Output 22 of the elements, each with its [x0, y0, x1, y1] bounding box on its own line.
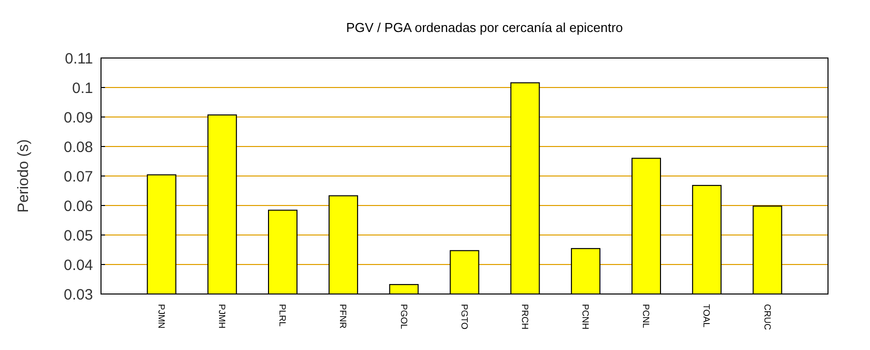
x-tick-label: PCNL — [641, 304, 652, 328]
x-tick-label: PGOL — [398, 304, 409, 330]
y-tick-label: 0.09 — [64, 109, 93, 126]
x-tick-label: PJMN — [156, 304, 166, 328]
x-tick-label: PFNR — [338, 304, 348, 329]
y-tick-label: 0.03 — [64, 286, 93, 304]
x-tick-label: PJMH — [217, 304, 228, 328]
y-tick-label: 0.1 — [72, 80, 93, 97]
y-tick-label: 0.06 — [64, 198, 93, 215]
x-tick-label: PCNH — [580, 304, 591, 330]
y-tick-label: 0.05 — [64, 227, 93, 244]
x-tick-label: PRCH — [520, 304, 530, 330]
x-tick-label: TOAL — [702, 304, 712, 328]
x-tick-label: PLRL — [278, 304, 288, 327]
chart-title: PGV / PGA ordenadas por cercanía al epicentro — [346, 20, 623, 35]
x-tick-label: CRUC — [762, 304, 772, 330]
y-tick-label: 0.08 — [64, 138, 93, 156]
y-tick-label: 0.04 — [64, 256, 93, 274]
x-tick-label: PGTO — [459, 304, 470, 330]
y-axis-title: Periodo (s) — [15, 139, 32, 213]
y-tick-label: 0.07 — [64, 168, 93, 186]
y-tick-label: 0.11 — [64, 50, 93, 68]
